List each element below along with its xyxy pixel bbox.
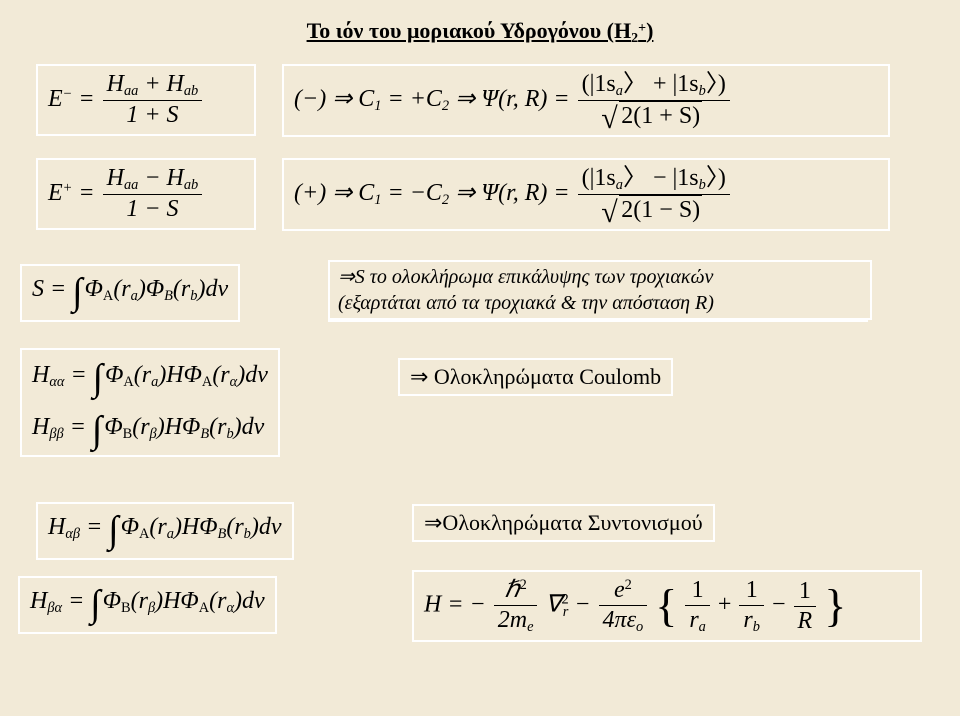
hamiltonian-box: H = − ℏ2 2me ∇2r − e2 4πεo { 1 ra + 1 rb…	[412, 570, 922, 642]
resonance-note: ⇒Ολοκληρώματα Συντονισμού	[424, 510, 703, 535]
energy-minus-box: E− = Haa + Hab 1 + S	[36, 64, 256, 136]
brace-left-icon: {	[655, 585, 677, 626]
coulomb-note: ⇒ Ολοκληρώματα Coulomb	[410, 364, 661, 389]
integral-icon: ∫	[90, 582, 100, 628]
overlap-integral-box: S = ∫ΦA(ra)ΦB(rb)dv	[20, 264, 240, 322]
energy-plus-box: E+ = Haa − Hab 1 − S	[36, 158, 256, 230]
integral-icon: ∫	[108, 508, 118, 554]
resonance-ab-box: Hαβ = ∫ΦA(ra)HΦB(rb)dv	[36, 502, 294, 560]
E-minus-lhs: E− =	[48, 86, 101, 112]
overlap-note-line1: ⇒S το ολοκλήρωμα επικάλυψης των τροχιακώ…	[338, 264, 858, 290]
coulomb-integrals-box: Hαα = ∫ΦA(ra)HΦA(rα)dv Hββ = ∫ΦB(rβ)HΦB(…	[20, 348, 280, 457]
resonance-note-box: ⇒Ολοκληρώματα Συντονισμού	[412, 504, 715, 542]
coulomb-note-box: ⇒ Ολοκληρώματα Coulomb	[398, 358, 673, 396]
title-prefix: Το ιόν του μοριακού Υδρογόνου (H	[307, 18, 632, 43]
psi-minus-box: (−) ⇒ C1 = +C2 ⇒ Ψ(r, R) = (|1sa〉 + |1sb…	[282, 64, 890, 137]
resonance-ba-box: Hβα = ∫ΦB(rβ)HΦA(rα)dv	[18, 576, 277, 634]
integral-icon: ∫	[72, 270, 82, 316]
title-suffix: )	[646, 18, 653, 43]
brace-right-icon: }	[824, 585, 846, 626]
title-sup: +	[638, 21, 646, 36]
overlap-note-line2: (εξαρτάται από τα τροχιακά & την απόστασ…	[338, 290, 858, 316]
integral-icon: ∫	[93, 356, 103, 402]
psi-plus-box: (+) ⇒ C1 = −C2 ⇒ Ψ(r, R) = (|1sa〉 − |1sb…	[282, 158, 890, 231]
page-title: Το ιόν του μοριακού Υδρογόνου (H2+)	[28, 18, 932, 47]
integral-icon: ∫	[92, 408, 102, 454]
overlap-note-box: ⇒S το ολοκλήρωμα επικάλυψης των τροχιακώ…	[328, 260, 868, 322]
